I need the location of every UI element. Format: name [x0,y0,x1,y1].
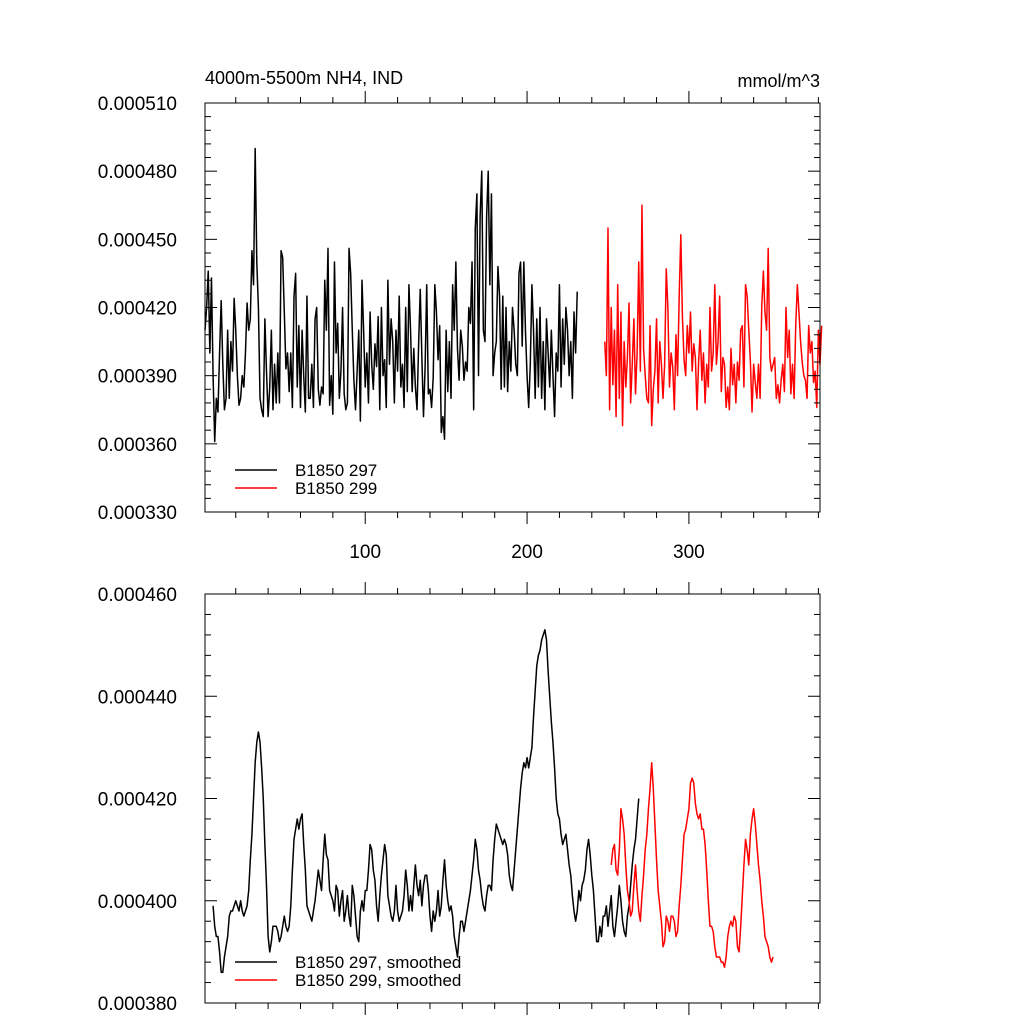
bottom-axis-ticks [205,582,820,1015]
y-tick-label: 0.000420 [98,299,177,320]
y-tick-label: 0.000380 [98,994,177,1015]
x-tick-label: 300 [673,542,705,563]
chart-title: 4000m-5500m NH4, IND [205,68,403,88]
units-label: mmol/m^3 [738,71,820,91]
legend-label-1: B1850 297 [295,461,377,480]
legend-label-1: B1850 297, smoothed [295,953,461,972]
y-tick-label: 0.000510 [98,94,177,115]
y-tick-label: 0.000450 [98,230,177,251]
y-tick-label: 0.000330 [98,503,177,524]
y-tick-label: 0.000360 [98,435,177,456]
bottom-series-line-1 [212,629,640,974]
y-tick-label: 0.000390 [98,367,177,388]
y-tick-label: 0.000400 [98,892,177,913]
y-tick-label: 0.000480 [98,162,177,183]
top-series-line-2 [604,204,823,427]
x-tick-label: 100 [349,542,381,563]
top-y-axis-labels: 0.000330 0.000360 0.000390 0.000420 0.000450… [98,94,177,524]
top-x-axis-labels: 100 200 300 [349,542,704,563]
top-axis-ticks [205,91,820,524]
top-series-line-1 [204,147,578,443]
top-series-layer [204,147,823,443]
x-tick-label: 200 [511,542,543,563]
y-tick-label: 0.000440 [98,687,177,708]
bottom-series-layer [212,629,774,974]
bottom-y-axis-labels: 0.000380 0.000400 0.000420 0.000440 0.000460 [98,585,177,1015]
bottom-series-line-2 [610,761,774,968]
y-tick-label: 0.000420 [98,790,177,811]
bottom-panel: 0.000380 0.000400 0.000420 0.000440 0.000460… [98,582,821,1015]
legend-label-2: B1850 299, smoothed [295,971,461,990]
top-panel: 4000m-5500m NH4, IND mmol/m^3 0.0003300.… [98,68,823,563]
y-tick-label: 0.000460 [98,585,177,606]
legend-label-2: B1850 299 [295,479,377,498]
